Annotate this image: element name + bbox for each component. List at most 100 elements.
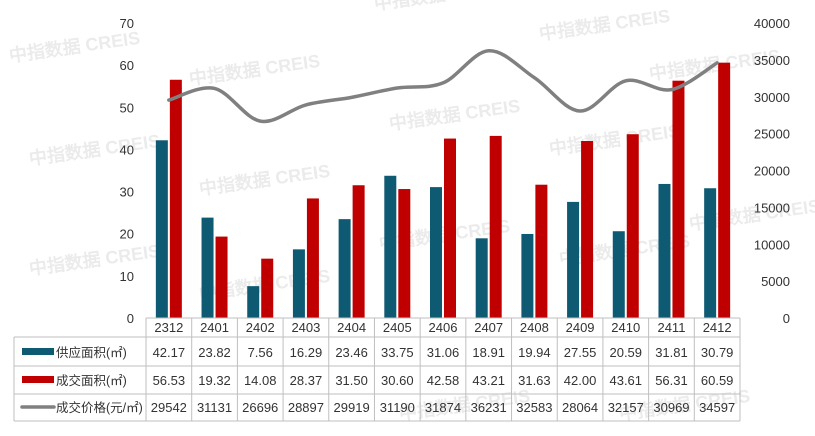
y-right-tick-label: 5000	[761, 274, 790, 289]
sales-bar	[672, 80, 685, 318]
data-table-cell: 42.58	[427, 373, 460, 388]
sales-bar	[718, 62, 731, 318]
supply-bar	[201, 217, 214, 318]
data-table-cell: 31.81	[655, 345, 688, 360]
y-left-tick-label: 70	[120, 16, 134, 31]
legend-label: 成交面积(㎡)	[56, 373, 127, 388]
sales-bar	[489, 135, 502, 318]
data-table-cell: 23.82	[198, 345, 231, 360]
data-table-cell: 20.59	[609, 345, 642, 360]
data-table-cell: 60.59	[701, 373, 734, 388]
watermark-text: 中指数据 CREIS	[28, 240, 162, 279]
y-left-tick-label: 50	[120, 100, 134, 115]
data-table-cell: 28897	[288, 400, 324, 415]
data-table-cell: 42.00	[564, 373, 597, 388]
data-table-cell: 34597	[699, 400, 735, 415]
watermark-text: 中指数据 CREIS	[188, 50, 322, 89]
supply-bar	[292, 249, 305, 318]
legend-label: 成交价格(元/㎡)	[56, 400, 143, 415]
data-table-cell: 18.91	[472, 345, 505, 360]
y-right-tick-label: 25000	[754, 127, 790, 142]
supply-bar	[612, 231, 625, 318]
data-table-cell: 16.29	[290, 345, 323, 360]
data-table-cell: 42.17	[153, 345, 186, 360]
y-right-tick-label: 40000	[754, 16, 790, 31]
data-table-cell: 33.75	[381, 345, 414, 360]
data-table-cell: 31131	[197, 400, 232, 415]
category-label: 2408	[520, 320, 549, 335]
watermark-text: 中指数据 CREIS	[388, 95, 522, 134]
y-left-tick-label: 60	[120, 58, 134, 73]
supply-bar	[338, 219, 351, 318]
y-right-tick-label: 15000	[754, 200, 790, 215]
data-table-cell: 31190	[380, 400, 415, 415]
data-table-cell: 56.53	[153, 373, 186, 388]
category-label: 2403	[291, 320, 320, 335]
data-table-cell: 29919	[334, 400, 370, 415]
data-table-cell: 23.46	[335, 345, 368, 360]
y-right-tick-label: 20000	[754, 164, 790, 179]
data-table-cell: 30.60	[381, 373, 414, 388]
y-right-tick-label: 35000	[754, 53, 790, 68]
data-table-cell: 31.63	[518, 373, 551, 388]
supply-bar	[567, 201, 580, 318]
y-right-tick-label: 10000	[754, 237, 790, 252]
category-label: 2404	[337, 320, 366, 335]
data-table-cell: 30969	[653, 400, 689, 415]
supply-bar	[430, 187, 442, 318]
watermark-text: 中指数据 CREIS	[538, 5, 672, 44]
sales-bar	[306, 198, 319, 318]
watermark-text: 中指数据 CREIS	[373, 0, 507, 14]
data-table-cell: 26696	[242, 400, 278, 415]
y-left-tick-label: 30	[120, 185, 134, 200]
supply-bar	[475, 238, 488, 318]
sales-bar	[398, 189, 411, 318]
data-table-cell: 19.94	[518, 345, 551, 360]
supply-bar	[155, 140, 168, 318]
y-right-tick-label: 0	[783, 311, 790, 326]
sales-bar	[581, 141, 594, 318]
data-table-cell: 19.32	[198, 373, 231, 388]
supply-bar	[384, 175, 397, 318]
data-table-cell: 31874	[425, 400, 461, 415]
data-table-cell: 7.56	[248, 345, 273, 360]
sales-bar	[215, 236, 228, 318]
sales-bar	[352, 185, 365, 318]
y-left-tick-label: 40	[120, 142, 134, 157]
price-line	[167, 49, 719, 124]
sales-bar	[626, 134, 639, 318]
sales-bar	[444, 138, 456, 318]
category-label: 2409	[566, 320, 595, 335]
data-table-cell: 27.55	[564, 345, 597, 360]
sales-bar	[261, 258, 274, 318]
y-left-tick-label: 0	[127, 311, 134, 326]
category-label: 2402	[246, 320, 275, 335]
y-left-tick-label: 20	[120, 227, 134, 242]
supply-bar	[704, 188, 717, 318]
supply-bar	[521, 233, 534, 318]
category-label: 2411	[657, 320, 685, 335]
data-table-cell: 32583	[516, 400, 552, 415]
legend-key-supply	[22, 348, 54, 355]
sales-bar	[535, 184, 548, 318]
supply-bar	[247, 286, 260, 318]
data-table-cell: 43.61	[609, 373, 642, 388]
watermark-text: 中指数据 CREIS	[198, 160, 332, 199]
category-label: 2410	[611, 320, 640, 335]
data-table-cell: 36231	[471, 400, 507, 415]
data-table-cell: 30.79	[701, 345, 734, 360]
category-label: 2405	[383, 320, 412, 335]
data-table-cell: 32157	[608, 400, 644, 415]
watermark-text: 中指数据 CREIS	[28, 130, 162, 169]
data-table-cell: 31.50	[335, 373, 368, 388]
category-label: 2401	[200, 320, 229, 335]
legend-key-sales	[22, 376, 54, 383]
sales-bar	[169, 79, 182, 319]
legend-label: 供应面积(㎡)	[56, 345, 127, 360]
category-label: 2406	[429, 320, 458, 335]
y-left-tick-label: 10	[120, 269, 134, 284]
data-table-cell: 56.31	[655, 373, 688, 388]
y-right-tick-label: 30000	[754, 90, 790, 105]
